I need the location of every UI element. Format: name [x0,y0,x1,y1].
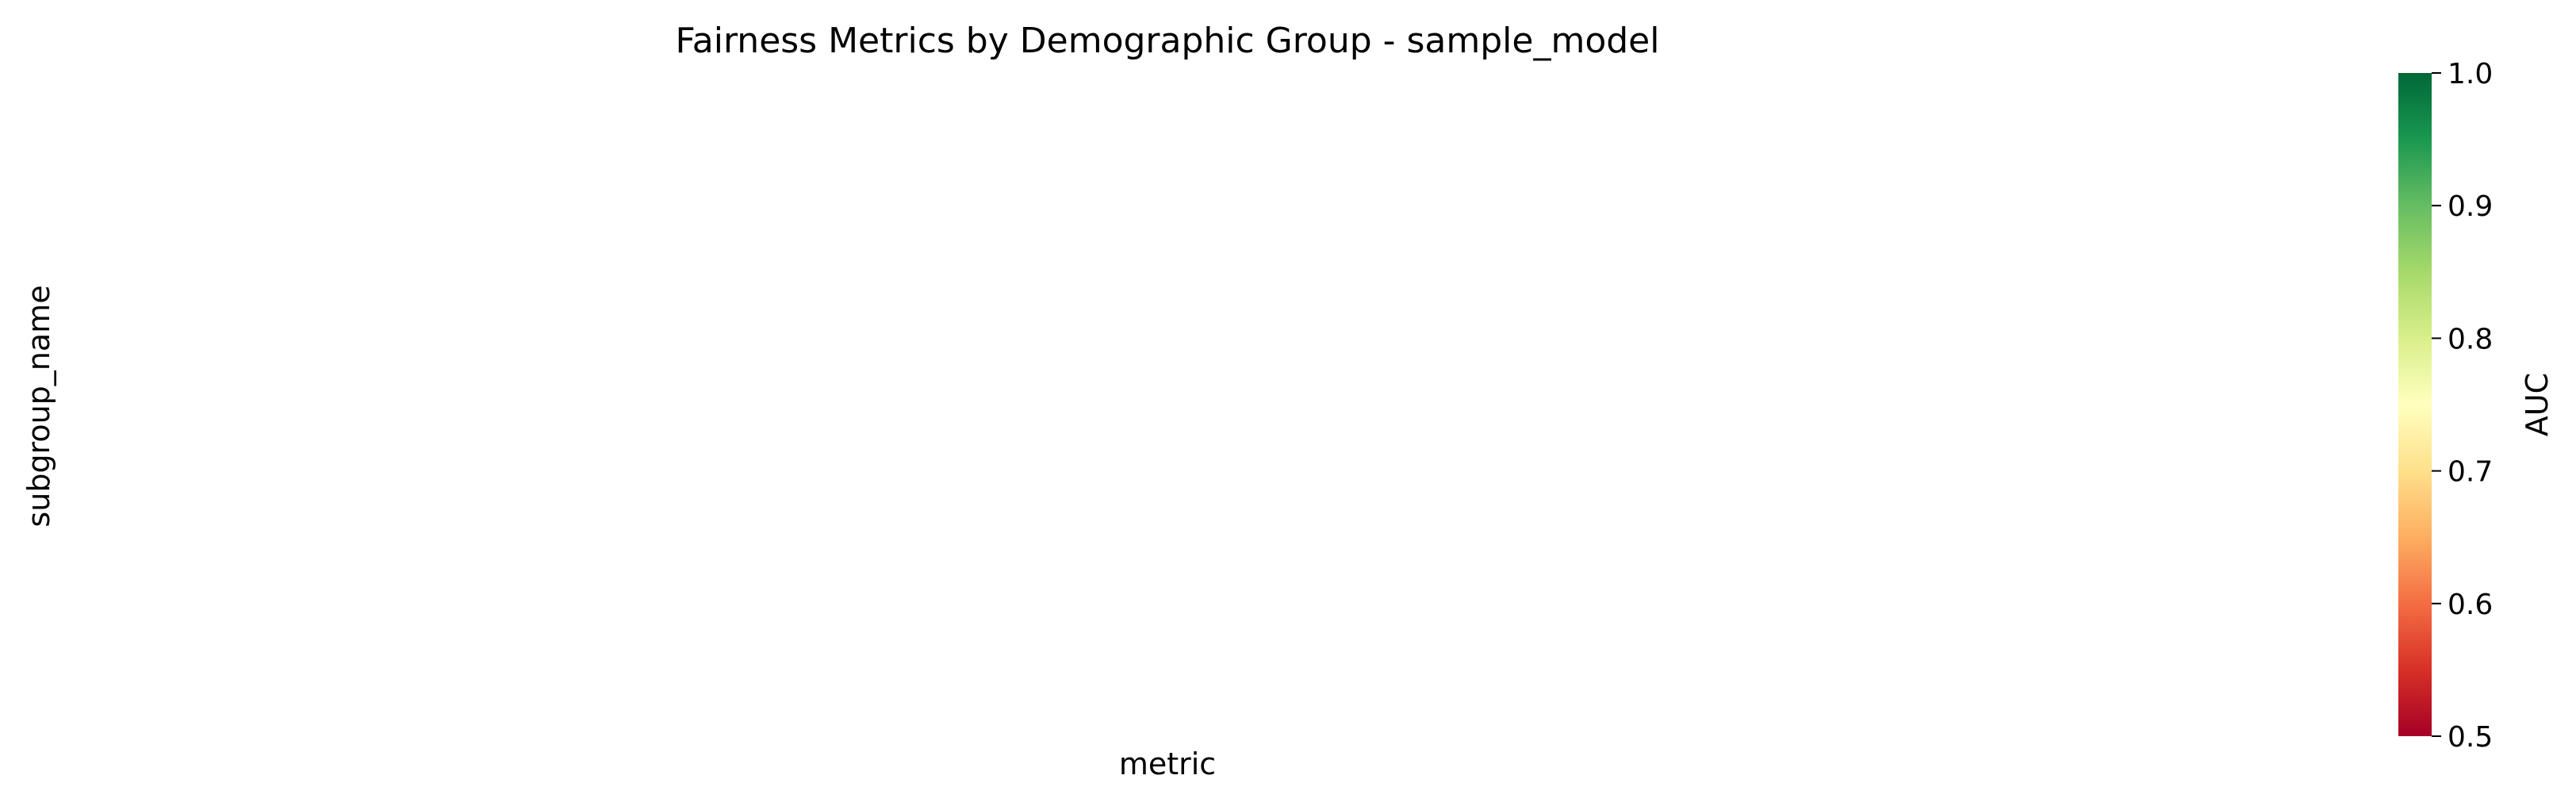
colorbar-tick-label: 0.5 [2448,721,2493,754]
chart-title: Fairness Metrics by Demographic Group - … [676,21,1660,61]
colorbar-tick-label: 0.7 [2448,456,2493,489]
colorbar: 0.5 0.6 0.7 0.8 0.9 1.0 AUC [2398,58,2555,754]
x-axis-label: metric [1119,747,1216,781]
colorbar-tick-label: 0.6 [2448,589,2493,621]
colorbar-tick-label: 0.9 [2448,190,2493,223]
y-axis-label: subgroup_name [21,285,56,527]
colorbar-gradient [2398,73,2432,736]
colorbar-ticks: 0.5 0.6 0.7 0.8 0.9 1.0 [2432,58,2493,754]
colorbar-tick-label: 0.8 [2448,323,2493,355]
colorbar-tick-label: 1.0 [2448,58,2493,90]
colorbar-label: AUC [2520,373,2555,436]
